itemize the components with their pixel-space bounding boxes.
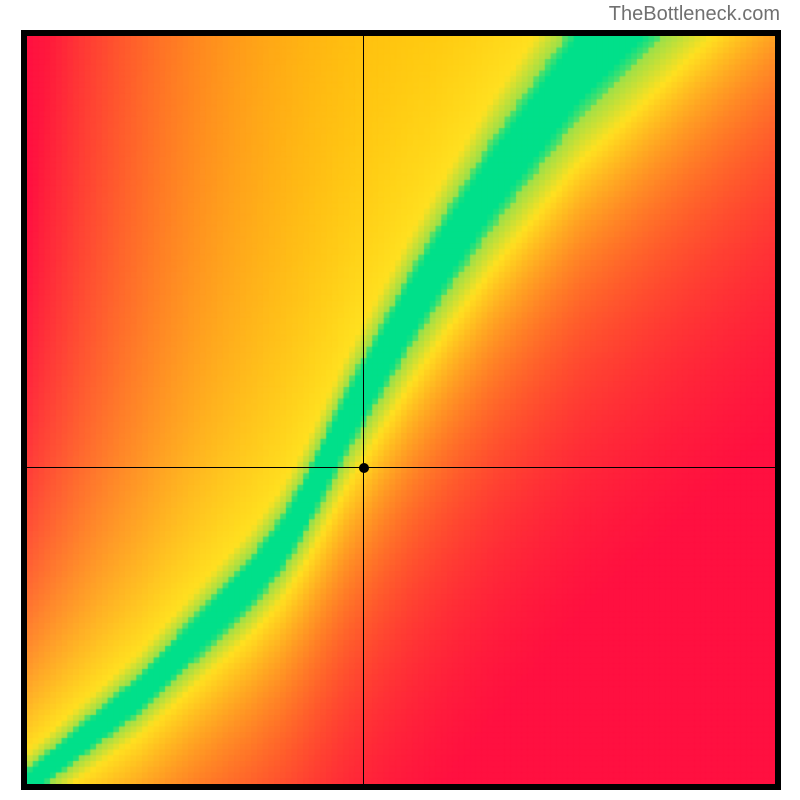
watermark-text: TheBottleneck.com [609, 3, 780, 26]
plot-frame [21, 30, 781, 790]
crosshair-vertical [363, 36, 364, 784]
heatmap-canvas [27, 36, 775, 784]
crosshair-horizontal [27, 467, 775, 468]
crosshair-marker [359, 463, 369, 473]
